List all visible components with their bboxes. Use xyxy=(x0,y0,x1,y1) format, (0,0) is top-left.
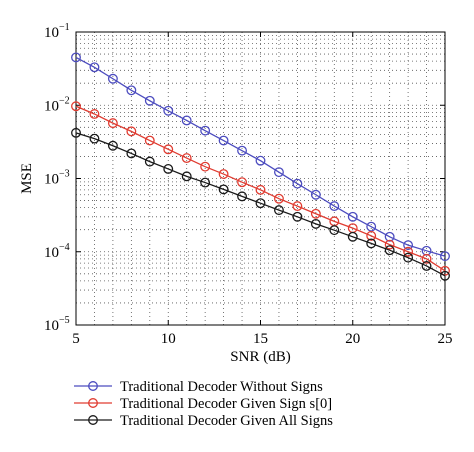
data-point xyxy=(255,155,266,166)
data-point xyxy=(347,231,358,242)
data-point xyxy=(89,109,100,119)
data-point xyxy=(310,189,321,200)
data-point xyxy=(255,198,266,209)
x-tick-label: 10 xyxy=(161,331,176,347)
data-point xyxy=(218,184,229,195)
data-point xyxy=(274,193,284,204)
data-point xyxy=(384,231,395,242)
grid xyxy=(76,32,445,325)
data-point xyxy=(384,239,395,250)
series-layer xyxy=(71,52,450,281)
data-point xyxy=(403,252,414,263)
data-point xyxy=(440,270,450,281)
y-tick-label: 10−4 xyxy=(44,242,70,261)
data-point xyxy=(218,169,229,180)
data-point xyxy=(163,144,174,155)
legend-item: Traditional Decoder Without Signs xyxy=(74,379,323,395)
legend-item: Traditional Decoder Given Sign s[0] xyxy=(74,396,332,412)
y-axis-title: MSE xyxy=(19,163,35,194)
x-tick-label: 15 xyxy=(253,331,268,347)
data-point xyxy=(403,246,414,257)
data-point xyxy=(89,133,100,144)
data-point xyxy=(107,140,118,151)
series-2 xyxy=(71,101,450,276)
data-point xyxy=(200,177,211,188)
x-tick-labels: 5 10 15 20 25 xyxy=(72,331,452,347)
data-point xyxy=(200,161,211,172)
data-point xyxy=(71,101,81,112)
x-axis-title: SNR (dB) xyxy=(230,349,290,365)
legend-marker xyxy=(88,398,98,408)
x-tick-label: 25 xyxy=(438,331,453,347)
y-tick-label: 10−2 xyxy=(44,95,70,114)
data-point xyxy=(310,218,321,229)
series-1 xyxy=(71,52,450,262)
data-point xyxy=(237,145,248,156)
data-point xyxy=(89,62,100,73)
data-point xyxy=(366,230,377,241)
series-line xyxy=(75,132,446,277)
legend-marker xyxy=(88,381,98,391)
data-point xyxy=(274,167,284,178)
data-point xyxy=(126,148,137,159)
x-tick-label: 5 xyxy=(72,331,80,347)
data-point xyxy=(181,153,192,164)
series-line xyxy=(75,105,446,272)
y-tick-labels: 10−1 10−2 10−3 10−4 10−5 xyxy=(44,22,70,334)
data-point xyxy=(421,260,432,271)
data-point xyxy=(163,164,174,174)
x-tick-label: 20 xyxy=(345,331,360,347)
data-point xyxy=(440,251,450,262)
data-point xyxy=(163,105,174,116)
data-point xyxy=(107,73,118,84)
legend-label: Traditional Decoder Without Signs xyxy=(120,379,323,395)
tick-marks xyxy=(75,31,446,326)
data-point xyxy=(71,52,81,63)
data-point xyxy=(181,171,192,182)
data-point xyxy=(366,238,377,249)
legend: Traditional Decoder Without SignsTraditi… xyxy=(74,379,333,429)
data-point xyxy=(310,208,321,219)
series-line xyxy=(75,56,446,257)
data-point xyxy=(274,205,284,216)
data-point xyxy=(403,240,414,251)
data-point xyxy=(255,184,266,195)
y-tick-label: 10−1 xyxy=(44,22,70,41)
data-point xyxy=(347,211,358,222)
data-point xyxy=(71,127,81,138)
data-point xyxy=(421,253,432,264)
data-point xyxy=(181,115,192,126)
data-point xyxy=(218,135,229,146)
data-point xyxy=(107,118,118,129)
y-tick-label: 10−3 xyxy=(44,169,70,188)
data-point xyxy=(126,126,137,137)
data-point xyxy=(329,225,340,236)
legend-label: Traditional Decoder Given All Signs xyxy=(120,413,333,429)
data-point xyxy=(200,125,211,136)
data-point xyxy=(144,135,155,146)
data-point xyxy=(292,201,303,212)
legend-item: Traditional Decoder Given All Signs xyxy=(74,413,333,429)
y-tick-label: 10−5 xyxy=(44,315,70,334)
data-point xyxy=(292,211,303,222)
data-point xyxy=(126,85,137,96)
data-point xyxy=(144,95,155,106)
data-point xyxy=(237,177,248,188)
data-point xyxy=(292,178,303,189)
data-point xyxy=(237,191,248,202)
legend-marker xyxy=(88,415,98,425)
data-point xyxy=(384,245,395,256)
series-3 xyxy=(71,127,450,281)
data-point xyxy=(144,156,155,167)
data-point xyxy=(329,201,340,212)
legend-label: Traditional Decoder Given Sign s[0] xyxy=(120,396,332,412)
